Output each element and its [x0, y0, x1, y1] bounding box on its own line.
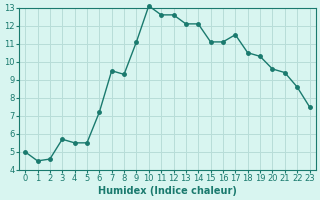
X-axis label: Humidex (Indice chaleur): Humidex (Indice chaleur): [98, 186, 237, 196]
